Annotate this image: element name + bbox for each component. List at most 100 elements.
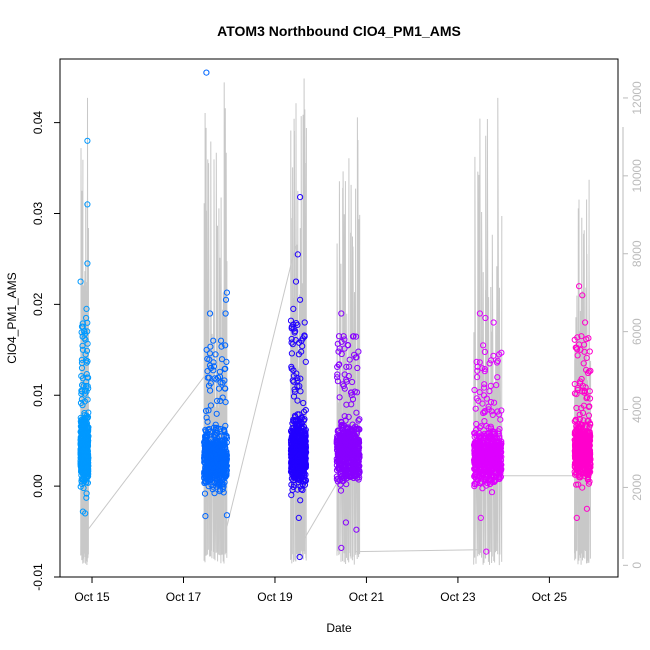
outlier-point	[79, 346, 87, 353]
data-point	[298, 348, 305, 355]
data-point	[206, 350, 213, 357]
data-point	[291, 388, 298, 395]
data-point	[296, 383, 303, 390]
altitude-connector-2	[226, 245, 297, 527]
y2-tick-label: 12000	[630, 81, 644, 115]
y2-tick-label: 8000	[630, 240, 644, 267]
data-point	[579, 484, 586, 491]
data-point	[334, 340, 341, 347]
data-point	[573, 404, 580, 412]
data-point	[302, 358, 309, 365]
data-point	[294, 374, 301, 381]
data-point	[335, 361, 342, 368]
outlier-point	[84, 260, 91, 267]
data-point	[582, 438, 590, 445]
data-point	[207, 402, 214, 409]
data-point	[473, 420, 480, 428]
outlier-point	[294, 251, 301, 258]
data-point	[473, 358, 480, 365]
outlier-point	[480, 342, 487, 349]
data-point	[481, 381, 488, 388]
data-point	[486, 360, 493, 367]
data-point	[223, 358, 230, 365]
data-point	[294, 397, 301, 404]
data-point	[481, 450, 488, 457]
outlier-point	[296, 553, 303, 561]
data-point	[294, 426, 301, 434]
data-point	[579, 422, 586, 429]
data-point	[300, 408, 308, 415]
data-point	[204, 418, 211, 425]
data-point	[222, 385, 229, 392]
data-point	[214, 430, 221, 437]
data-point	[290, 470, 297, 477]
data-point	[341, 413, 348, 420]
data-point	[79, 342, 86, 349]
data-point	[293, 320, 300, 327]
data-point	[336, 458, 343, 465]
data-point	[486, 388, 493, 395]
data-point	[288, 350, 295, 357]
data-point	[217, 397, 224, 404]
data-point	[296, 411, 303, 418]
data-point	[299, 441, 307, 448]
y2-tick-label: 0	[630, 562, 644, 569]
data-point	[300, 450, 307, 457]
data-point	[299, 460, 306, 467]
data-point	[355, 470, 362, 478]
outlier-point	[83, 305, 90, 312]
data-point	[212, 447, 219, 454]
y-tick-label: 0.04	[31, 111, 45, 135]
data-point	[204, 429, 211, 437]
data-point	[292, 418, 299, 425]
data-point	[497, 457, 505, 464]
data-point	[83, 347, 91, 354]
outlier-point	[81, 328, 88, 335]
data-point	[290, 464, 297, 471]
data-point	[574, 386, 581, 394]
data-point	[211, 470, 218, 477]
data-point	[338, 419, 345, 426]
outlier-point	[82, 510, 89, 517]
data-point	[581, 389, 588, 396]
data-point	[294, 470, 301, 477]
data-point	[346, 363, 353, 370]
data-point	[489, 459, 496, 466]
outlier-point	[483, 548, 490, 555]
x-tick-label: Oct 19	[257, 590, 293, 604]
data-point	[209, 483, 216, 490]
data-point	[214, 441, 221, 448]
data-point	[216, 461, 224, 468]
data-point	[573, 391, 580, 398]
outlier-point	[222, 310, 229, 317]
data-point	[207, 476, 214, 484]
data-point	[573, 481, 580, 488]
data-point	[78, 390, 85, 397]
data-point	[81, 442, 88, 449]
data-point	[207, 343, 214, 350]
chart-title: ATOM3 Northbound ClO4_PM1_AMS	[217, 23, 461, 39]
data-point	[336, 394, 343, 401]
data-point	[202, 434, 209, 441]
data-point	[288, 454, 295, 461]
outlier-point	[577, 346, 584, 353]
series-layer	[77, 69, 594, 561]
data-point	[293, 445, 300, 452]
data-point	[211, 490, 218, 497]
data-point	[78, 472, 85, 479]
y-tick-label: 0.03	[31, 201, 45, 225]
outlier-point	[476, 310, 483, 317]
data-point	[213, 410, 220, 417]
data-point	[295, 453, 302, 460]
outlier-point	[83, 314, 90, 322]
outlier-point	[290, 305, 297, 312]
data-point	[575, 443, 583, 450]
data-point	[295, 461, 302, 468]
data-point	[497, 445, 504, 452]
data-point	[202, 446, 209, 453]
data-point	[491, 399, 498, 406]
data-point	[475, 447, 482, 454]
outlier-point	[582, 319, 589, 326]
altitude-spikes-flight-5	[473, 97, 503, 566]
data-point	[204, 368, 211, 375]
